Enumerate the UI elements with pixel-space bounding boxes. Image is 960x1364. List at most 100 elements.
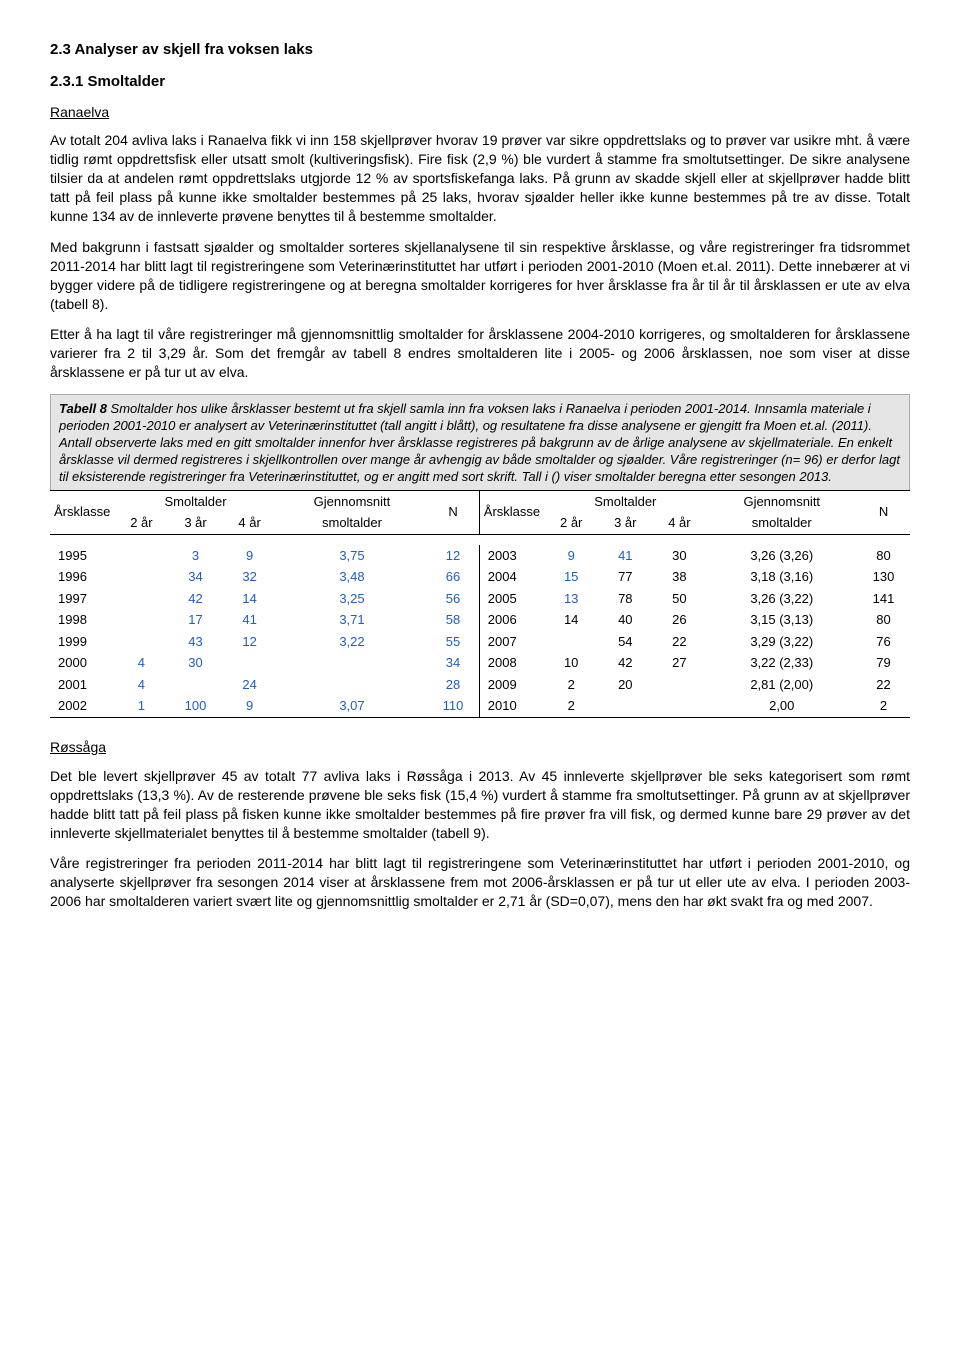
table-cell: 2006 [479,609,544,631]
th-2ar-right: 2 år [544,512,598,534]
table-cell [598,695,652,717]
table-cell [277,674,428,696]
table-cell: 10 [544,652,598,674]
table-row: 199634323,486620041577383,18 (3,16)130 [50,566,910,588]
table-cell: 141 [857,588,910,610]
table8-body: 1995393,75122003941303,26 (3,26)80199634… [50,534,910,717]
table-cell: 2003 [479,545,544,567]
table-cell: 27 [652,652,706,674]
table-cell: 80 [857,545,910,567]
table-cell: 1 [114,695,168,717]
table-cell: 66 [427,566,479,588]
table-cell: 2001 [50,674,114,696]
table-cell: 2 [857,695,910,717]
table-cell: 77 [598,566,652,588]
table-cell: 3,26 (3,26) [706,545,857,567]
table-cell: 4 [114,674,168,696]
table-cell: 100 [168,695,222,717]
th-3ar-left: 3 år [168,512,222,534]
table-cell: 2002 [50,695,114,717]
ranaelva-heading: Ranaelva [50,103,910,122]
table-cell: 15 [544,566,598,588]
table-cell: 30 [652,545,706,567]
th-smoltalder-sub-left: smoltalder [277,512,428,534]
table8-header: Årsklasse Smoltalder Gjennomsnitt N Årsk… [50,490,910,534]
table-cell: 34 [427,652,479,674]
table-cell: 110 [427,695,479,717]
table-cell: 1998 [50,609,114,631]
table-cell: 1997 [50,588,114,610]
table-cell: 20 [598,674,652,696]
table-cell: 3,15 (3,13) [706,609,857,631]
table-cell: 42 [598,652,652,674]
table-cell: 12 [223,631,277,653]
table-cell: 2004 [479,566,544,588]
table-cell: 3,48 [277,566,428,588]
table-cell: 17 [168,609,222,631]
table-cell: 9 [223,545,277,567]
table-cell: 3,25 [277,588,428,610]
table-cell: 14 [223,588,277,610]
table-cell: 79 [857,652,910,674]
table-row: 20014242820092202,81 (2,00)22 [50,674,910,696]
table8: Årsklasse Smoltalder Gjennomsnitt N Årsk… [50,490,910,718]
th-4ar-left: 4 år [223,512,277,534]
table-cell [652,695,706,717]
table-cell: 22 [652,631,706,653]
table-cell [114,545,168,567]
table-cell: 55 [427,631,479,653]
table-cell: 2 [544,674,598,696]
table-cell: 4 [114,652,168,674]
table-cell: 56 [427,588,479,610]
th-n-left: N [427,490,479,534]
table-cell: 43 [168,631,222,653]
table-cell [223,652,277,674]
rossaga-paragraph-1: Det ble levert skjellprøver 45 av totalt… [50,767,910,843]
rossaga-paragraph-2: Våre registreringer fra perioden 2011-20… [50,854,910,911]
table-cell: 2005 [479,588,544,610]
table-cell: 2,81 (2,00) [706,674,857,696]
th-smoltalder-left: Smoltalder [114,490,276,512]
ranaelva-paragraph-2: Med bakgrunn i fastsatt sjøalder og smol… [50,238,910,314]
subsection-title: 2.3.1 Smoltalder [50,72,910,92]
th-n-right: N [857,490,910,534]
table-cell: 14 [544,609,598,631]
table-cell [114,631,168,653]
table-cell: 12 [427,545,479,567]
table-cell: 41 [223,609,277,631]
table-row: 199943123,2255200754223,29 (3,22)76 [50,631,910,653]
table-cell: 34 [168,566,222,588]
table-cell: 13 [544,588,598,610]
table-cell: 1999 [50,631,114,653]
table-cell [114,588,168,610]
table-cell: 38 [652,566,706,588]
ranaelva-paragraph-3: Etter å ha lagt til våre registreringer … [50,325,910,382]
table8-label: Tabell 8 [59,401,107,416]
section-title: 2.3 Analyser av skjell fra voksen laks [50,40,910,60]
table-cell: 54 [598,631,652,653]
th-3ar-right: 3 år [598,512,652,534]
table8-caption: Tabell 8 Smoltalder hos ulike årsklasser… [50,394,910,489]
table-cell: 42 [168,588,222,610]
table-cell: 41 [598,545,652,567]
table-cell: 9 [223,695,277,717]
table-cell: 9 [544,545,598,567]
table-cell: 26 [652,609,706,631]
table-cell: 24 [223,674,277,696]
table-cell: 30 [168,652,222,674]
table-cell: 3,22 (2,33) [706,652,857,674]
th-gjennomsnitt-right: Gjennomsnitt [706,490,857,512]
table-cell: 78 [598,588,652,610]
table-cell: 3 [168,545,222,567]
table-cell [168,674,222,696]
table-cell: 3,18 (3,16) [706,566,857,588]
table-row: 20004303420081042273,22 (2,33)79 [50,652,910,674]
table-cell: 3,71 [277,609,428,631]
table-cell: 32 [223,566,277,588]
table-cell [114,609,168,631]
table-cell: 76 [857,631,910,653]
table-cell: 2010 [479,695,544,717]
table-row: 199742143,255620051378503,26 (3,22)141 [50,588,910,610]
table-cell: 3,22 [277,631,428,653]
table-cell: 2007 [479,631,544,653]
